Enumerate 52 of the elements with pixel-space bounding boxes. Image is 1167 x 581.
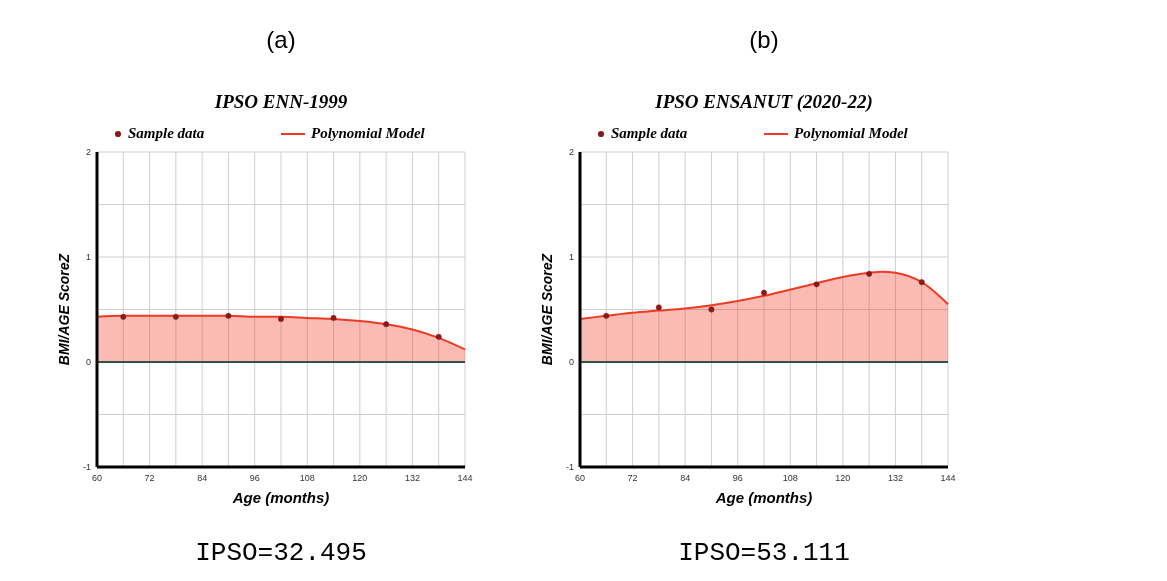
x-tick-label: 72 xyxy=(144,473,155,483)
y-tick-label: 0 xyxy=(568,357,574,367)
point xyxy=(813,281,820,288)
x-tick-label: 84 xyxy=(197,473,208,483)
y-tick-label: -1 xyxy=(565,462,574,472)
y-tick-label: -1 xyxy=(82,462,91,472)
point xyxy=(120,313,127,320)
chart-title: IPSO ENSANUT (2020-22) xyxy=(654,91,873,113)
y-tick-label: 0 xyxy=(85,357,91,367)
point xyxy=(761,289,767,296)
x-tick-label: 132 xyxy=(404,473,420,483)
y-axis-title: BMI/AGE ScoreZ xyxy=(56,253,72,366)
point xyxy=(330,314,337,321)
y-tick-label: 1 xyxy=(85,252,91,262)
legend-label: Polynomial Model xyxy=(311,125,426,141)
text: (a) xyxy=(266,26,296,53)
x-axis-title: Age (months) xyxy=(231,489,330,506)
legend-label: Sample data xyxy=(128,125,205,141)
point xyxy=(708,306,715,313)
legend-label: Polynomial Model xyxy=(794,125,909,141)
point xyxy=(866,270,873,277)
y-tick-label: 2 xyxy=(568,147,574,157)
text: (b) xyxy=(749,26,779,53)
text: IPSO=53.111 xyxy=(678,538,850,568)
point xyxy=(918,279,925,286)
y-tick-label: 1 xyxy=(568,252,574,262)
x-tick-label: 96 xyxy=(249,473,260,483)
x-axis-title: Age (months) xyxy=(714,489,813,506)
x-tick-label: 132 xyxy=(887,473,903,483)
x-tick-label: 120 xyxy=(835,473,851,483)
x-tick-label: 144 xyxy=(457,473,473,483)
point xyxy=(172,313,179,320)
x-tick-label: 96 xyxy=(732,473,743,483)
y-axis-title: BMI/AGE ScoreZ xyxy=(539,253,555,366)
point xyxy=(603,312,610,319)
point xyxy=(225,312,232,319)
x-tick-label: 120 xyxy=(352,473,368,483)
x-tick-label: 60 xyxy=(574,473,586,483)
chart-title: IPSO ENN-1999 xyxy=(213,91,348,112)
point xyxy=(435,333,442,340)
point xyxy=(278,316,284,322)
y-tick-label: 2 xyxy=(85,147,91,157)
x-tick-label: 60 xyxy=(91,473,103,483)
x-tick-label: 108 xyxy=(782,473,798,483)
x-tick-label: 84 xyxy=(680,473,691,483)
x-tick-label: 72 xyxy=(627,473,638,483)
point xyxy=(655,304,662,311)
x-tick-label: 108 xyxy=(299,473,315,483)
point xyxy=(383,321,390,328)
legend-label: Sample data xyxy=(611,125,688,141)
text: IPSO=32.495 xyxy=(195,538,367,568)
x-tick-label: 144 xyxy=(940,473,956,483)
